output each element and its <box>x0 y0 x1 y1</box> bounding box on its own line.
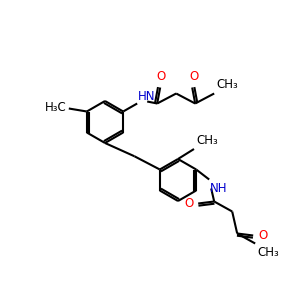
Text: CH₃: CH₃ <box>196 134 218 147</box>
Text: CH₃: CH₃ <box>257 245 279 259</box>
Text: H₃C: H₃C <box>45 101 67 114</box>
Text: O: O <box>157 70 166 83</box>
Text: O: O <box>184 197 193 210</box>
Text: O: O <box>258 229 267 242</box>
Text: O: O <box>190 70 199 83</box>
Text: NH: NH <box>210 182 228 194</box>
Text: HN: HN <box>138 89 156 103</box>
Text: CH₃: CH₃ <box>216 79 238 92</box>
